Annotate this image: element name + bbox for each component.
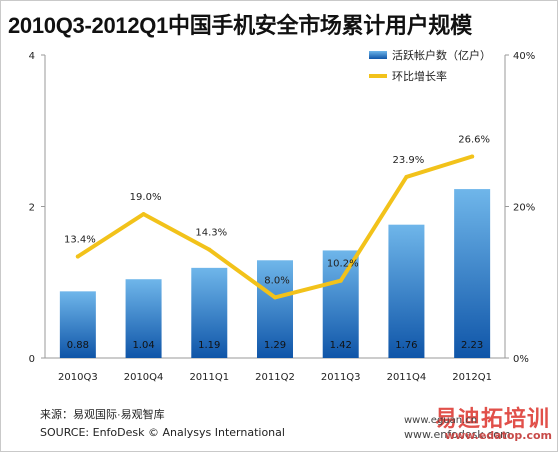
bar-value-label: 1.29 xyxy=(264,340,286,351)
growth-value-labels: 13.4% 19.0% 14.3% 8.0% 10.2% 23.9% 26.6% xyxy=(64,135,490,287)
growth-value-label: 19.0% xyxy=(130,192,162,203)
x-tick-label: 2011Q3 xyxy=(321,372,361,383)
watermark-url-enfodesk: www.enfodesk.com xyxy=(404,428,511,441)
growth-point-2012Q1 xyxy=(470,154,475,159)
watermark: 易迪拓培训 www.eguan.cn www.enfodesk.com www.… xyxy=(404,401,554,449)
left-axis-ticks: 0 2 4 xyxy=(29,51,45,365)
growth-point-2011Q2 xyxy=(273,295,277,300)
right-tick-label: 0% xyxy=(513,354,529,365)
watermark-brand: 易迪拓培训 xyxy=(434,406,550,431)
bar-value-label: 1.19 xyxy=(198,340,220,351)
growth-value-label: 10.2% xyxy=(327,259,359,270)
source-cn: 来源：易观国际·易观智库 xyxy=(40,409,165,421)
bar-value-labels: 0.88 1.04 1.19 1.29 1.42 1.76 2.23 xyxy=(67,340,484,351)
x-tick-label: 2011Q1 xyxy=(189,372,229,383)
growth-value-label: 14.3% xyxy=(195,228,227,239)
bar-2011Q4 xyxy=(388,224,425,358)
source-en: SOURCE: EnfoDesk © Analysys Internationa… xyxy=(40,426,285,439)
growth-value-label: 13.4% xyxy=(64,234,96,245)
x-tick-label: 2010Q4 xyxy=(124,372,164,383)
growth-value-label: 8.0% xyxy=(264,275,289,286)
growth-line-series xyxy=(75,154,475,300)
legend-bar-label: 活跃帐户数（亿户） xyxy=(392,48,491,62)
growth-point-2010Q4 xyxy=(141,212,146,217)
growth-value-label: 26.6% xyxy=(458,135,490,146)
right-tick-label: 20% xyxy=(513,203,535,214)
x-tick-label: 2012Q1 xyxy=(452,372,492,383)
bar-2010Q4 xyxy=(125,279,162,358)
growth-point-2011Q3 xyxy=(338,278,343,283)
bar-2012Q1 xyxy=(454,189,491,358)
right-axis-ticks: 0% 20% 40% xyxy=(505,51,535,365)
bar-value-label: 1.04 xyxy=(132,340,154,351)
watermark-url-edatop: www.edatop.com xyxy=(444,429,552,442)
left-tick-label: 4 xyxy=(29,51,35,62)
left-tick-label: 0 xyxy=(29,354,35,365)
bar-value-label: 2.23 xyxy=(461,340,483,351)
growth-point-2010Q3 xyxy=(75,254,80,259)
bar-value-label: 0.88 xyxy=(67,340,89,351)
bar-series xyxy=(59,189,491,358)
watermark-url-eguan: www.eguan.cn xyxy=(404,415,478,426)
legend-bar-swatch xyxy=(369,51,387,59)
left-tick-label: 2 xyxy=(29,203,35,214)
x-tick-label: 2011Q4 xyxy=(387,372,427,383)
bar-2010Q3 xyxy=(59,291,96,358)
legend-line-label: 环比增长率 xyxy=(392,69,447,83)
right-tick-label: 40% xyxy=(513,51,535,62)
bar-value-label: 1.76 xyxy=(395,340,417,351)
bar-2011Q3 xyxy=(322,250,359,358)
x-tick-label: 2010Q3 xyxy=(58,372,98,383)
chart-title: 2010Q3-2012Q1中国手机安全市场累计用户规模 xyxy=(8,13,472,38)
source-footer: 来源：易观国际·易观智库 SOURCE: EnfoDesk © Analysys… xyxy=(40,406,285,442)
growth-point-2011Q4 xyxy=(404,174,409,179)
bar-value-label: 1.42 xyxy=(330,340,352,351)
bar-2011Q2 xyxy=(257,260,293,358)
growth-value-label: 23.9% xyxy=(393,155,425,166)
x-axis-ticks: 2010Q3 2010Q4 2011Q1 2011Q2 2011Q3 2011Q4 2012… xyxy=(58,372,492,383)
x-tick-label: 2011Q2 xyxy=(255,372,295,383)
legend: 活跃帐户数（亿户） 环比增长率 xyxy=(369,48,491,83)
bar-2011Q1 xyxy=(191,267,228,358)
growth-point-2011Q1 xyxy=(207,247,212,252)
